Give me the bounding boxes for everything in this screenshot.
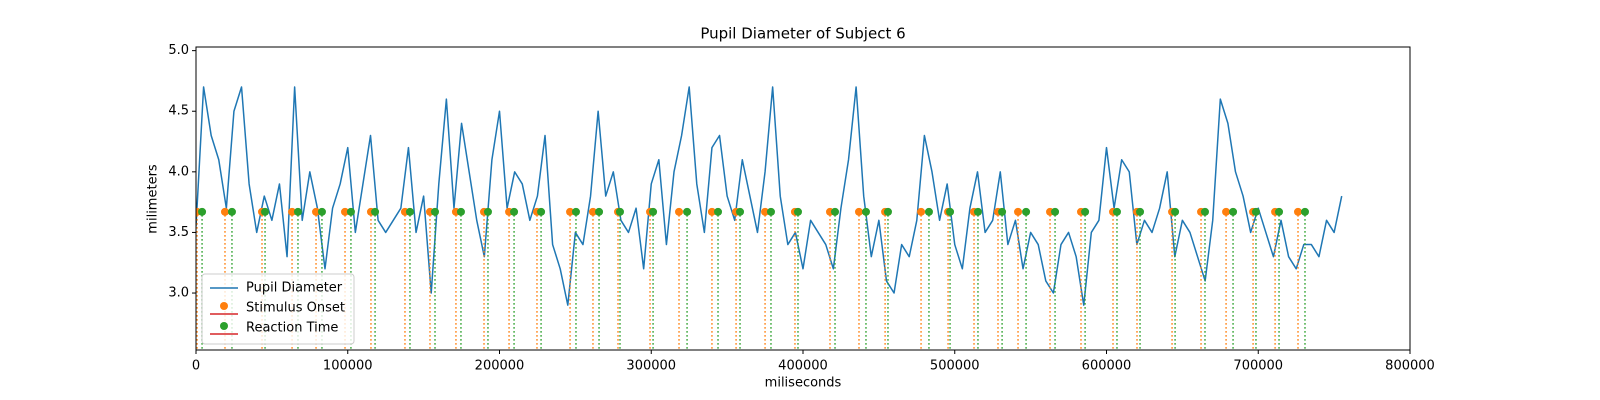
stem-marker — [537, 207, 546, 216]
x-tick-label: 0 — [192, 359, 200, 374]
x-tick-label: 200000 — [475, 359, 525, 374]
legend-swatch — [220, 322, 228, 330]
stem-marker — [998, 207, 1007, 216]
stem-marker — [761, 207, 770, 216]
x-tick-label: 600000 — [1082, 359, 1132, 374]
stem-marker — [431, 207, 440, 216]
legend-box — [201, 273, 355, 345]
stem-marker — [1112, 207, 1121, 216]
stem-marker — [649, 207, 658, 216]
stem-marker — [615, 207, 624, 216]
stem-marker — [683, 207, 692, 216]
stem-marker — [1200, 207, 1209, 216]
stem-marker — [1171, 207, 1180, 216]
x-tick-label: 500000 — [930, 359, 980, 374]
stem-marker — [1275, 207, 1284, 216]
stem-marker — [883, 207, 892, 216]
stem-marker — [1229, 207, 1238, 216]
stem-marker — [312, 207, 321, 216]
axes-frame — [195, 46, 1411, 351]
x-tick-label: 300000 — [626, 359, 676, 374]
stem-marker — [736, 207, 745, 216]
stem-marker — [707, 207, 716, 216]
stem-marker — [405, 207, 414, 216]
legend-label: Reaction Time — [246, 321, 338, 336]
stem-marker — [317, 207, 326, 216]
stem-marker — [946, 207, 955, 216]
stem-marker — [220, 207, 229, 216]
stem-marker — [675, 207, 684, 216]
legend-label: Stimulus Onset — [246, 301, 345, 316]
stem-marker — [973, 207, 982, 216]
y-axis-label: milimeters — [146, 164, 161, 234]
legend-label: Pupil Diameter — [246, 281, 343, 296]
stem-marker — [1051, 207, 1060, 216]
stem-marker — [766, 207, 775, 216]
stem-marker — [1014, 207, 1023, 216]
stem-marker — [341, 207, 350, 216]
stem-marker — [483, 207, 492, 216]
stem-marker — [1136, 207, 1145, 216]
stem-marker — [714, 207, 723, 216]
chart-title: Pupil Diameter of Subject 6 — [700, 25, 905, 43]
stem-marker — [1022, 207, 1031, 216]
y-tick-label: 3.5 — [168, 225, 189, 240]
stem-marker — [917, 207, 926, 216]
stem-marker — [1251, 207, 1260, 216]
y-tick-label: 3.0 — [168, 286, 189, 301]
y-tick-label: 5.0 — [168, 43, 189, 58]
stem-marker — [288, 207, 297, 216]
stem-marker — [566, 207, 575, 216]
x-tick-label: 800000 — [1385, 359, 1435, 374]
stem-marker — [861, 207, 870, 216]
stem-marker — [456, 207, 465, 216]
legend-swatch — [220, 302, 228, 310]
plot-area — [196, 86, 1343, 350]
y-tick-label: 4.5 — [168, 104, 189, 119]
stem-marker — [261, 207, 270, 216]
stem-marker — [1294, 207, 1303, 216]
stem-marker — [198, 207, 207, 216]
stem-marker — [227, 207, 236, 216]
stem-marker — [510, 207, 519, 216]
stem-marker — [831, 207, 840, 216]
stem-marker — [1081, 207, 1090, 216]
stem-marker — [293, 207, 302, 216]
stem-marker — [588, 207, 597, 216]
stem-marker — [924, 207, 933, 216]
stem-marker — [595, 207, 604, 216]
stem-marker — [1300, 207, 1309, 216]
stem-marker — [371, 207, 380, 216]
x-tick-label: 100000 — [323, 359, 373, 374]
x-axis-label: miliseconds — [765, 376, 842, 391]
stem-marker — [346, 207, 355, 216]
stem-marker — [1222, 207, 1231, 216]
x-tick-label: 400000 — [778, 359, 828, 374]
stem-marker — [793, 207, 802, 216]
y-tick-label: 4.0 — [168, 164, 189, 179]
stem-marker — [571, 207, 580, 216]
pupil-line — [196, 86, 1343, 306]
x-tick-label: 700000 — [1233, 359, 1283, 374]
stem-marker — [854, 207, 863, 216]
